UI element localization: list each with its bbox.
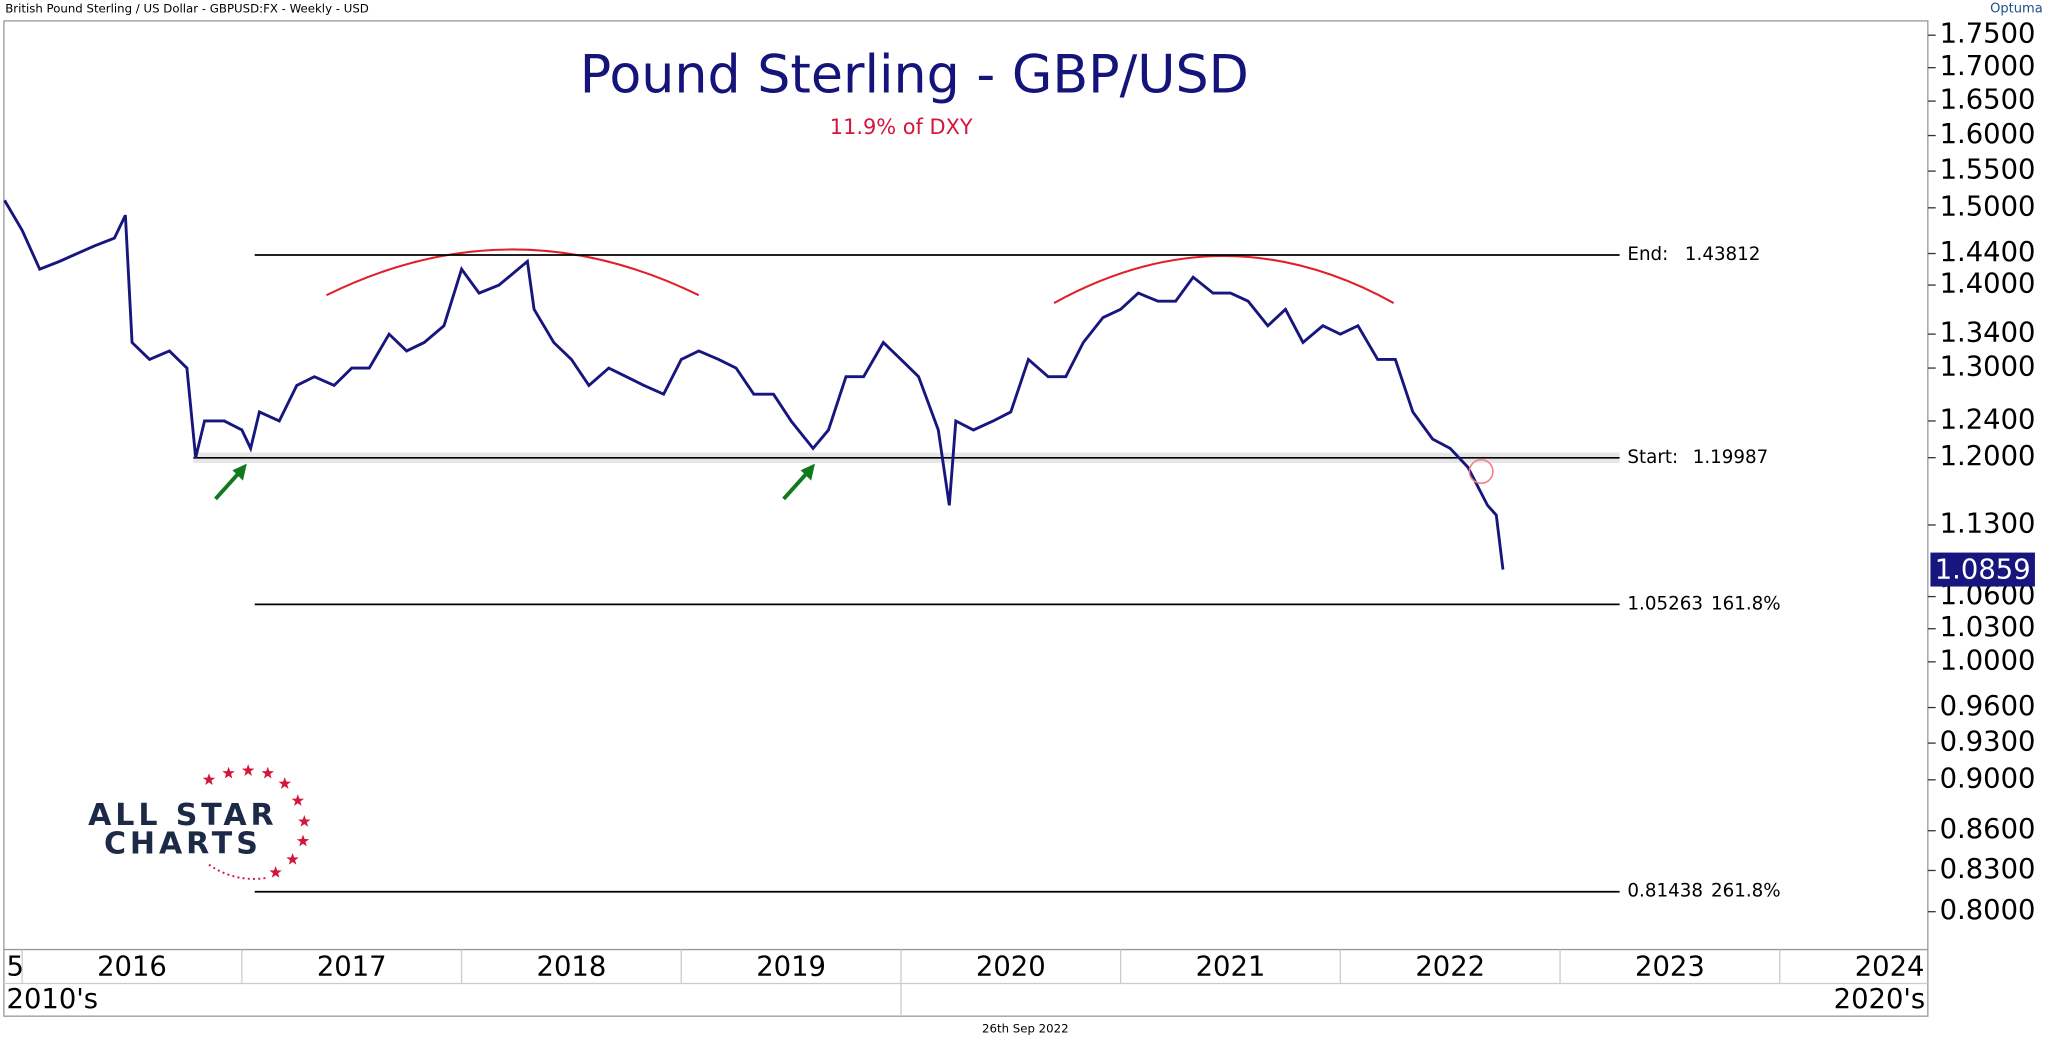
chart-title: Pound Sterling - GBP/USD [580,45,1249,105]
y-tick-label: 1.6500 [1940,85,2036,116]
y-tick-label: 0.8300 [1940,854,2036,885]
decade-label: 2010's [7,984,99,1015]
arrow [214,463,247,501]
y-tick-label: 1.7000 [1940,51,2036,82]
plot-frame [3,20,1929,1017]
x-tick-label: 2019 [756,951,826,982]
x-tick-label: 2018 [537,951,607,982]
y-tick-label: 1.0000 [1940,645,2036,676]
logo: ALL STAR CHARTS [88,764,311,880]
y-tick-label: 0.9000 [1940,763,2036,794]
level-label: 261.8% [1711,881,1781,902]
y-tick-label: 0.9600 [1940,691,2036,722]
level-value: 0.81438 [1627,881,1703,902]
level-label: 161.8% [1711,593,1781,614]
x-tick-label: 2016 [97,951,167,982]
logo-text: ALL STAR [88,798,277,833]
level-label: Start: [1627,447,1678,468]
footer-date: 26th Sep 2022 [982,1022,1069,1036]
x-tick-label: 5 [7,951,24,982]
y-tick-label: 1.3400 [1940,318,2036,349]
y-tick-label: 1.2400 [1940,404,2036,435]
price-line [3,199,1505,570]
brand: Optuma [1990,2,2043,17]
level-value: 1.05263 [1627,593,1703,614]
last-price-tag [1930,552,2035,587]
x-tick-label: 2023 [1635,951,1705,982]
level-value: 1.43812 [1685,244,1761,265]
y-tick-label: 0.8600 [1940,814,2036,845]
arrow [782,463,816,501]
top-arc [1053,254,1395,304]
x-tick-label: 2020 [976,951,1046,982]
x-tick-label: 2022 [1415,951,1485,982]
chart-subtitle: 11.9% of DXY [830,115,973,139]
y-tick-label: 1.1300 [1940,508,2036,539]
highlight-circle [1468,458,1494,485]
y-tick-label: 1.4400 [1940,237,2036,268]
x-tick-label: 2021 [1196,951,1266,982]
y-tick-label: 0.9300 [1940,727,2036,758]
chart-header: British Pound Sterling / US Dollar - GBP… [5,2,369,16]
top-arc [326,248,700,297]
y-tick-label: 1.5000 [1940,191,2036,222]
y-tick-label: 1.7500 [1940,19,2036,50]
x-tick-label: 2017 [317,951,387,982]
decade-label: 2020's [1834,984,1926,1015]
y-tick-label: 1.4000 [1940,269,2036,300]
level-value: 1.19987 [1693,447,1769,468]
y-tick-label: 1.2000 [1940,441,2036,472]
level-label: End: [1627,244,1668,265]
y-tick-label: 1.6000 [1940,119,2036,150]
y-tick-label: 0.8000 [1940,895,2036,926]
x-tick-label: 2024 [1855,951,1925,982]
y-tick-label: 1.5500 [1940,155,2036,186]
y-tick-label: 1.0300 [1940,612,2036,643]
y-tick-label: 1.3000 [1940,352,2036,383]
last-price-label: 1.0859 [1935,554,2031,585]
logo-text: CHARTS [104,827,262,862]
